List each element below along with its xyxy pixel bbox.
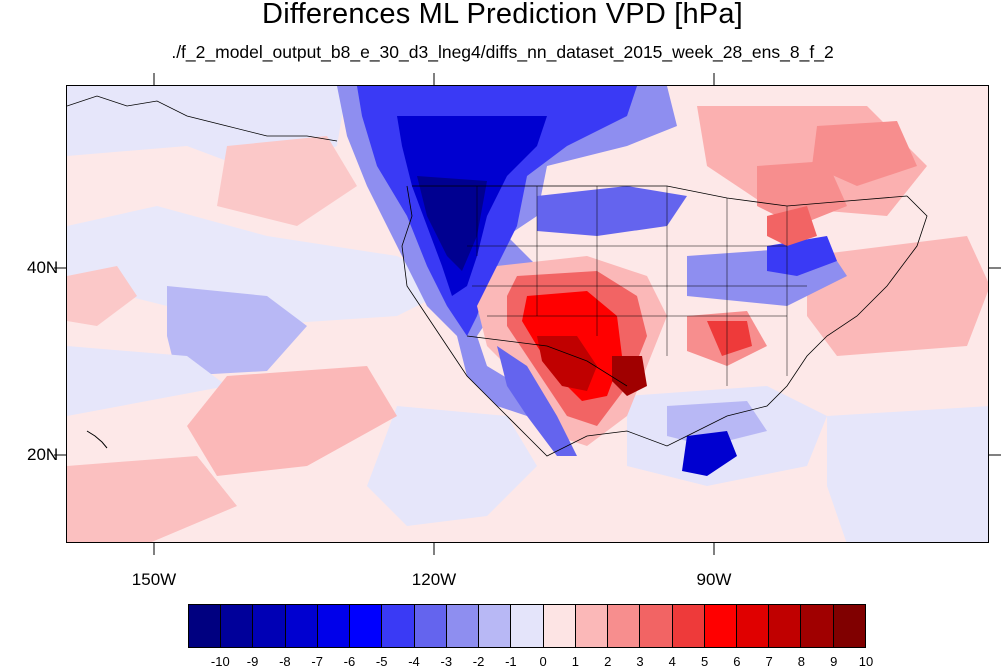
vpd-difference-map [66, 85, 989, 543]
colorbar-label: -1 [505, 654, 517, 669]
field-region [367, 406, 537, 526]
map-canvas [67, 86, 988, 542]
field-region [612, 356, 647, 396]
state-lines [476, 186, 788, 386]
colorbar-cell [511, 605, 544, 647]
colorbar-cell [350, 605, 383, 647]
field-region [757, 161, 847, 226]
field-region [167, 286, 307, 376]
map-title: Differences ML Prediction VPD [hPa] [262, 0, 743, 30]
colorbar-label: 1 [571, 654, 580, 669]
colorbar-label: 8 [797, 654, 806, 669]
field-region [67, 266, 137, 326]
colorbar-cell [253, 605, 286, 647]
state-lines [467, 245, 807, 317]
colorbar-label: -2 [472, 654, 485, 669]
field-region [807, 236, 988, 356]
colorbar-cell [221, 605, 254, 647]
colorbar-cell [285, 605, 318, 647]
field-region [537, 336, 597, 391]
colorbar-label: -9 [246, 654, 259, 669]
colorbar-label: 7 [765, 654, 773, 669]
lon-label-90w: 90W [696, 570, 732, 589]
colorbar-cell [672, 605, 705, 647]
colorbar-cell [640, 605, 673, 647]
colorbar-label: 2 [604, 654, 612, 669]
colorbar-label: 6 [733, 654, 741, 669]
lon-label-150w: 150W [131, 570, 177, 589]
field-region [67, 456, 237, 542]
colorbar-cell [736, 605, 770, 647]
colorbar-label: -6 [343, 654, 356, 669]
alaska-coastline [67, 95, 338, 142]
colorbar-label: -7 [311, 654, 323, 669]
field-region [682, 431, 737, 476]
colorbar-label: 0 [539, 654, 547, 669]
colorbar-cell [704, 605, 737, 647]
colorbar-cell [479, 605, 512, 647]
border-line [466, 335, 628, 387]
colorbar-cell [575, 605, 609, 647]
field-region [67, 206, 457, 326]
colorbar-label: -5 [375, 654, 388, 669]
map-subtitle: ./f_2_model_output_b8_e_30_d3_lneg4/diff… [171, 42, 834, 62]
colorbar-cell [414, 605, 447, 647]
colorbar-cell [801, 605, 834, 647]
field-region [812, 121, 917, 186]
lat-label-40n: 40N [27, 258, 59, 277]
field-region [217, 136, 357, 226]
colorbar-label: 4 [668, 654, 676, 669]
field-region [707, 321, 752, 356]
colorbar-cell [833, 605, 865, 647]
colorbar-label: 3 [636, 654, 644, 669]
field-region [187, 366, 397, 476]
field-region [67, 346, 227, 416]
colorbar-cell [543, 605, 576, 647]
colorbar-label: 5 [700, 654, 709, 669]
colorbar-label: 9 [830, 654, 838, 669]
field-region [767, 206, 817, 246]
colorbar-label: -3 [440, 654, 453, 669]
colorbar-cell [446, 605, 480, 647]
coastline [401, 185, 928, 457]
colorbar-cell [382, 605, 415, 647]
lon-label-120w: 120W [411, 570, 457, 589]
colorbar-label: 10 [858, 654, 874, 669]
field-region [417, 176, 487, 271]
colorbar [188, 604, 866, 648]
colorbar-cell [189, 605, 222, 647]
colorbar-label: -8 [279, 654, 291, 669]
lat-label-20n: 20N [27, 445, 59, 464]
colorbar-cell [769, 605, 802, 647]
hawaii-outline [86, 430, 108, 449]
colorbar-label: -4 [408, 654, 420, 669]
colorbar-cell [608, 605, 641, 647]
field-region [537, 186, 687, 236]
colorbar-cell [317, 605, 351, 647]
field-region [497, 346, 577, 456]
colorbar-label: -10 [210, 654, 230, 669]
field-region [827, 406, 988, 542]
